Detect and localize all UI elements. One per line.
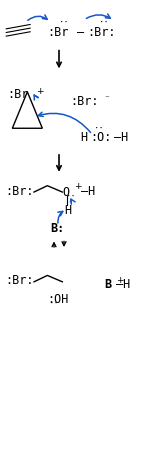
Text: ··: ··	[49, 300, 60, 309]
Text: :Br:: :Br:	[6, 274, 34, 287]
Text: –H: –H	[116, 277, 131, 291]
Text: H: H	[64, 204, 71, 217]
Text: +: +	[116, 276, 123, 285]
Text: –H: –H	[114, 131, 128, 144]
Text: ⁻: ⁻	[104, 94, 109, 103]
Text: B: B	[104, 277, 111, 291]
Text: ··: ··	[59, 19, 70, 27]
Text: :OH: :OH	[47, 292, 69, 306]
Text: ··: ··	[66, 193, 76, 202]
Text: :Br: :Br	[47, 26, 69, 39]
Text: :Br: :Br	[7, 88, 29, 101]
Text: +: +	[74, 182, 81, 191]
Text: O: O	[62, 186, 69, 198]
Text: –H: –H	[81, 185, 95, 197]
Text: ··: ··	[99, 19, 110, 27]
Text: :Br:: :Br:	[87, 26, 116, 39]
Text: H: H	[81, 131, 88, 144]
Text: B:: B:	[51, 222, 65, 235]
Text: :Br:: :Br:	[71, 96, 99, 108]
Text: –: –	[77, 26, 85, 39]
Text: :Br:: :Br:	[6, 185, 34, 197]
Text: +: +	[36, 87, 43, 96]
Text: :O:: :O:	[91, 131, 112, 144]
Text: ··: ··	[94, 125, 105, 134]
